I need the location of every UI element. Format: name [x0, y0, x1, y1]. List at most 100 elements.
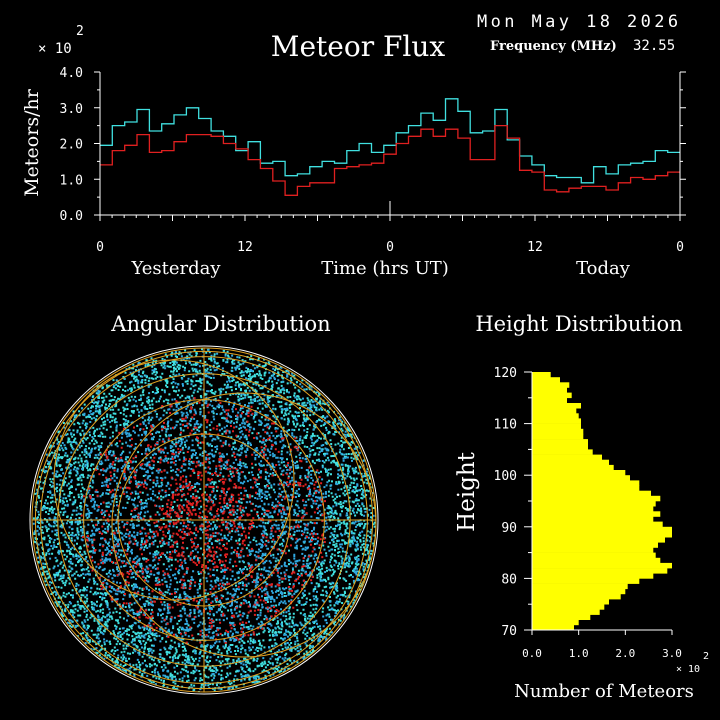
angular-offset-ring — [53, 359, 295, 601]
frequency-label: Frequency (MHz) — [490, 39, 617, 54]
height-y-tick-label: 90 — [501, 521, 517, 536]
flux-chart: 0.0 1.0 2.0 3.0 4.0 0 12 0 12 0 Meteors/hr Yester… — [21, 66, 686, 279]
flux-y-tick-label: 2.0 — [60, 138, 83, 153]
height-bar — [532, 428, 584, 435]
height-x-tick-label: 0.0 — [522, 647, 542, 660]
height-bar — [532, 604, 605, 610]
angular-offset-ring — [111, 392, 377, 658]
frequency-value: 32.55 — [633, 38, 675, 54]
height-bar — [532, 475, 630, 481]
flux-x-tick-label: 0 — [386, 240, 394, 255]
flux-y-tick-label: 0.0 — [60, 209, 83, 224]
height-bar — [532, 562, 672, 569]
angular-horizon — [29, 345, 379, 695]
height-x-axis-label: Number of Meteors — [514, 681, 694, 702]
flux-x-tick-label: 12 — [527, 240, 543, 255]
flux-y-tick-label: 1.0 — [60, 173, 83, 188]
flux-series-group — [100, 98, 680, 196]
height-bar — [532, 459, 609, 466]
flux-series-0-line — [100, 98, 680, 184]
height-bar — [532, 593, 621, 600]
height-bar — [532, 439, 588, 445]
height-bar — [532, 382, 570, 388]
time-axis-label: Time (hrs UT) — [321, 258, 449, 279]
height-bar — [532, 547, 654, 553]
height-bar — [532, 506, 654, 512]
height-x-tick-label: 3.0 — [662, 647, 682, 660]
flux-x-tick-label: 0 — [676, 240, 684, 255]
height-bar — [532, 573, 654, 579]
height-bar — [532, 599, 609, 605]
height-bar — [532, 418, 581, 424]
height-bar — [532, 403, 581, 409]
height-bar — [532, 578, 640, 584]
height-histogram: 70 80 90 100 110 120 0.0 1.0 2.0 3.0 Height Numbe… — [454, 366, 709, 702]
height-y-tick-label: 70 — [501, 624, 517, 639]
height-bar — [532, 433, 584, 440]
height-bar — [532, 387, 567, 393]
height-y-tick-label: 100 — [494, 469, 517, 484]
height-bar — [532, 516, 654, 522]
height-bar — [532, 619, 579, 626]
height-x-tick-label: 2.0 — [615, 647, 635, 660]
height-y-tick-label: 120 — [494, 366, 517, 381]
height-bar — [532, 624, 574, 631]
height-title: Height Distribution — [475, 312, 682, 336]
height-bar — [532, 372, 551, 378]
height-bar — [532, 485, 640, 491]
flux-multiplier: × 10 — [38, 41, 72, 57]
height-x-multiplier: × 10 — [676, 664, 700, 675]
height-bar — [532, 609, 600, 615]
height-bar — [532, 464, 614, 471]
height-bar — [532, 614, 591, 620]
height-bar — [532, 537, 665, 543]
height-bar — [532, 568, 668, 574]
height-bar — [532, 423, 581, 430]
height-bar — [532, 521, 663, 528]
angular-grid — [29, 345, 379, 695]
height-bar — [532, 583, 628, 590]
today-label: Today — [576, 258, 631, 279]
height-bar — [532, 408, 577, 414]
height-bar — [532, 397, 567, 404]
height-bar — [532, 454, 602, 461]
yesterday-label: Yesterday — [130, 258, 221, 279]
height-bar — [532, 449, 593, 455]
height-bar — [532, 501, 656, 507]
height-bar — [532, 480, 640, 486]
height-bar — [532, 392, 572, 399]
height-bars-group — [532, 372, 672, 631]
height-bar — [532, 511, 661, 517]
height-x-multiplier-exponent: 2 — [703, 651, 709, 662]
height-y-tick-label: 80 — [501, 572, 517, 587]
height-y-tick-label: 110 — [494, 418, 517, 433]
height-bar — [532, 557, 661, 564]
height-bar — [532, 532, 672, 538]
flux-x-tick-label: 0 — [96, 240, 104, 255]
flux-x-tick-label: 12 — [237, 240, 253, 255]
flux-multiplier-exponent: 2 — [76, 24, 84, 39]
height-bar — [532, 542, 658, 548]
date-label: Mon May 18 2026 — [477, 12, 682, 32]
height-bar — [532, 490, 651, 497]
chart-title: Meteor Flux — [271, 30, 446, 63]
flux-y-tick-label: 3.0 — [60, 102, 83, 117]
height-axes: 70 80 90 100 110 120 0.0 1.0 2.0 3.0 — [494, 366, 682, 660]
flux-series-1-line — [100, 124, 680, 196]
height-bar — [532, 413, 579, 419]
angular-title: Angular Distribution — [110, 312, 330, 336]
height-y-axis-label: Height — [454, 451, 480, 532]
height-bar — [532, 444, 588, 450]
height-bar — [532, 377, 560, 383]
height-bar — [532, 495, 661, 502]
flux-axes: 0.0 1.0 2.0 3.0 4.0 0 12 0 12 0 — [60, 66, 686, 255]
height-bar — [532, 588, 626, 595]
height-bar — [532, 552, 656, 559]
flux-y-tick-label: 4.0 — [60, 66, 83, 81]
flux-y-axis-label: Meteors/hr — [21, 88, 43, 196]
height-bar — [532, 470, 626, 476]
angular-distribution-plot — [29, 345, 379, 695]
height-bar — [532, 526, 672, 533]
